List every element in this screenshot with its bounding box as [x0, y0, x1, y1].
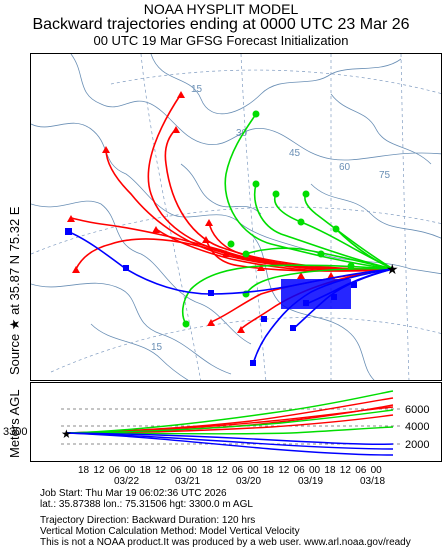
blue-markers [65, 228, 357, 366]
hour-tick: 00 [370, 465, 382, 476]
blue-dense-cluster [281, 279, 351, 309]
map-graticule [31, 54, 441, 380]
height-tick: 6000 [405, 404, 429, 416]
location-info: lat.: 35.87388 lon.: 75.31506 hgt: 3300.… [40, 499, 253, 510]
grid-label: 60 [339, 162, 351, 173]
date-tick: 03/19 [298, 476, 324, 487]
hour-tick: 00 [309, 465, 321, 476]
hour-tick: 18 [324, 465, 336, 476]
hour-tick: 18 [262, 465, 274, 476]
hour-tick: 00 [185, 465, 197, 476]
hour-tick: 18 [78, 465, 90, 476]
grid-label: 15 [191, 84, 203, 95]
height-tick: 2000 [405, 439, 429, 451]
height-tick: 4000 [405, 421, 429, 433]
hour-tick: 12 [93, 465, 105, 476]
hour-tick: 00 [247, 465, 259, 476]
red-markers [67, 91, 335, 333]
hour-tick: 12 [339, 465, 351, 476]
hour-tick: 12 [155, 465, 167, 476]
hour-tick: 12 [278, 465, 290, 476]
grid-label: 30 [236, 128, 248, 139]
green-markers [182, 110, 355, 328]
agl-label: Meters AGL [2, 383, 28, 461]
source-label: Source ★ at 35.87 N 75.32 E [2, 80, 28, 380]
hour-tick: 12 [216, 465, 228, 476]
source-label-text: Source ★ at 35.87 N 75.32 E [7, 206, 22, 375]
vertical-source-star-icon: ★ [61, 427, 72, 441]
map-boundaries [31, 54, 441, 380]
vertical-blue [66, 432, 394, 456]
grid-label: 15 [151, 342, 163, 353]
model-title: NOAA HYSPLIT MODEL [143, 1, 299, 17]
agl-label-text: Meters AGL [7, 389, 22, 458]
hour-tick: 06 [108, 465, 120, 476]
chart-subtitle: 00 UTC 19 Mar GFSG Forecast Initializati… [93, 33, 349, 48]
date-tick: 03/20 [236, 476, 262, 487]
vertical-method: Vertical Motion Calculation Method: Mode… [40, 526, 300, 537]
hour-tick: 06 [232, 465, 244, 476]
trajectory-map: 15 30 45 60 75 15 [30, 53, 442, 381]
hour-tick: 18 [201, 465, 213, 476]
date-tick: 03/18 [360, 476, 386, 487]
vertical-green [66, 390, 394, 435]
hour-tick: 18 [139, 465, 151, 476]
start-height: 3300 [3, 426, 28, 438]
grid-label: 45 [289, 148, 301, 159]
date-tick: 03/21 [175, 476, 201, 487]
date-tick: 03/22 [114, 476, 140, 487]
hour-tick: 06 [355, 465, 367, 476]
red-trajectories [70, 93, 394, 330]
green-trajectories [181, 113, 394, 325]
grid-label: 75 [379, 170, 391, 181]
vertical-profile: ★ 6000 4000 2000 [30, 382, 442, 462]
job-start: Job Start: Thu Mar 19 06:02:36 UTC 2026 [40, 488, 227, 499]
lat-labels: 15 30 45 60 75 15 [151, 84, 391, 353]
source-star-icon: ★ [386, 261, 399, 277]
hour-tick: 00 [124, 465, 136, 476]
disclaimer: This is not a NOAA product.It was produc… [40, 537, 411, 548]
trajectory-direction: Trajectory Direction: Backward Duration:… [40, 515, 256, 526]
hour-tick: 06 [293, 465, 305, 476]
hour-tick: 06 [170, 465, 182, 476]
chart-title: Backward trajectories ending at 0000 UTC… [32, 16, 410, 33]
